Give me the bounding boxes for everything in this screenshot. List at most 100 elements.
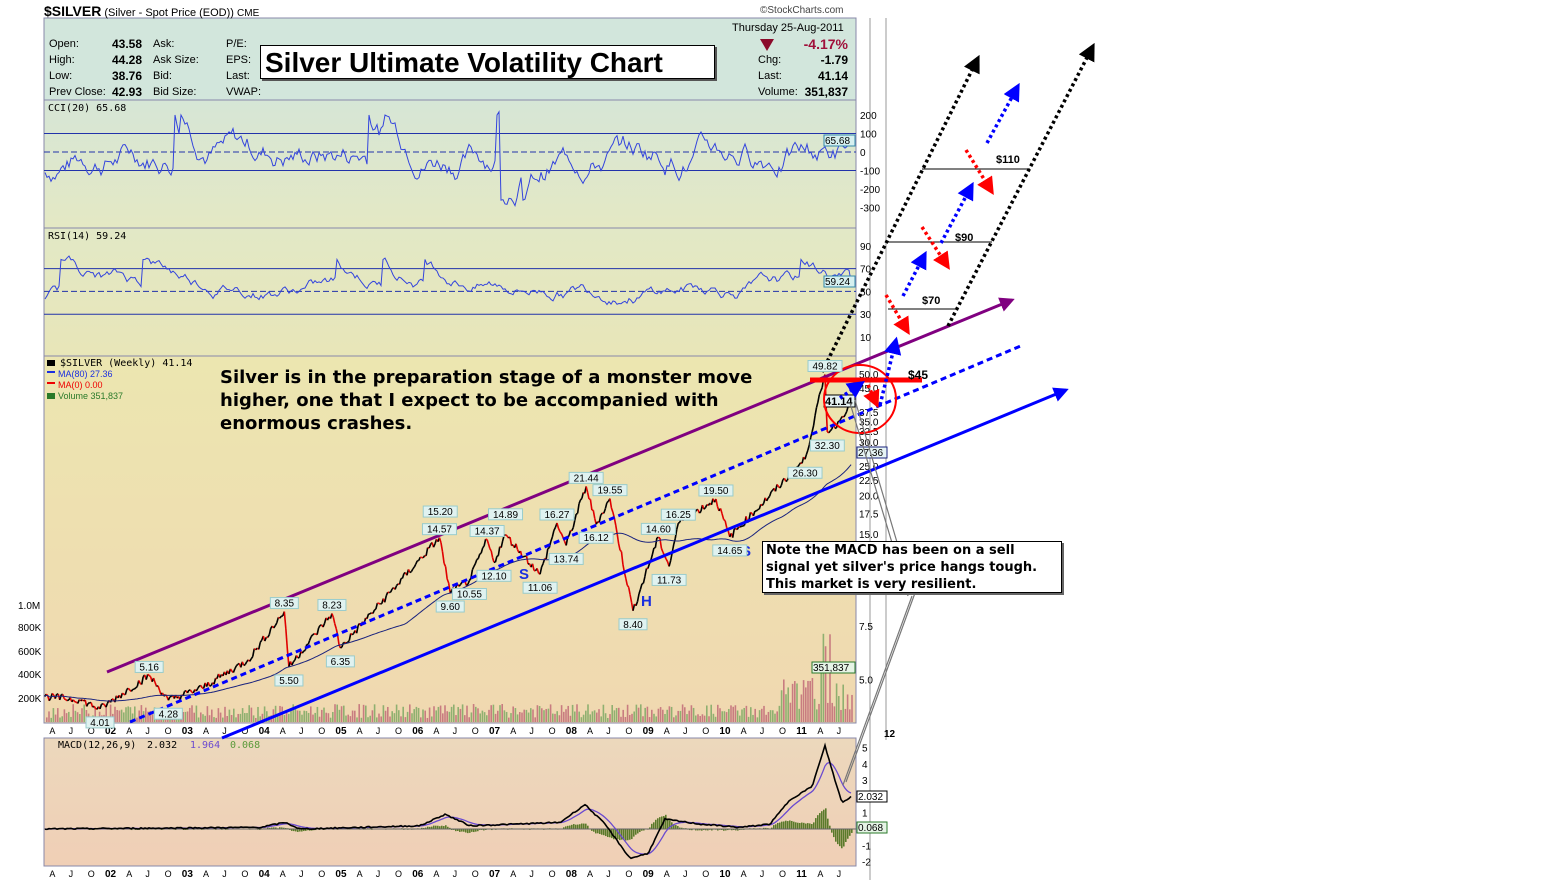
price-bar bbox=[573, 513, 577, 521]
volume-bar bbox=[134, 706, 136, 722]
price-bar bbox=[51, 692, 55, 696]
price-bar bbox=[465, 583, 469, 587]
price-bar bbox=[749, 511, 753, 515]
volume-bar bbox=[662, 709, 664, 722]
price-bar bbox=[458, 583, 462, 587]
price-bar bbox=[447, 583, 452, 594]
volume-bar bbox=[578, 711, 580, 722]
macd-histogram-bar bbox=[291, 829, 293, 831]
x-month-label: O bbox=[702, 869, 709, 879]
price-bar bbox=[798, 462, 802, 466]
rsi-y-tick: 30 bbox=[860, 310, 872, 321]
price-bar bbox=[635, 601, 639, 606]
volume-bar bbox=[785, 694, 787, 722]
macd-y-tick: 1 bbox=[862, 809, 868, 820]
prev-close-value: 42.93 bbox=[111, 85, 142, 99]
price-bar bbox=[479, 552, 482, 555]
volume-bar bbox=[127, 706, 129, 722]
volume-y-tick: 800K bbox=[18, 623, 42, 634]
volume-bar bbox=[316, 706, 319, 722]
pivot-label-box bbox=[640, 522, 676, 535]
volume-bar bbox=[585, 710, 587, 722]
ask-size-label: Ask Size: bbox=[153, 54, 199, 66]
volume-bar bbox=[481, 710, 484, 722]
x-month-label: A bbox=[126, 869, 132, 879]
price-bar bbox=[647, 563, 651, 569]
price-bar bbox=[500, 540, 504, 548]
volume-y-tick: 400K bbox=[18, 670, 42, 681]
volume-bar bbox=[774, 713, 776, 722]
volume-bar bbox=[182, 712, 184, 722]
quote-header: Open: 43.58 High: 44.28 Low: 38.76 Prev … bbox=[44, 18, 856, 100]
price-bar bbox=[560, 533, 564, 538]
volume-bar bbox=[574, 711, 576, 722]
macd-histogram-bar bbox=[823, 809, 825, 830]
price-bar bbox=[826, 431, 830, 434]
price-bar bbox=[658, 536, 661, 539]
macd-histogram-bar bbox=[843, 829, 845, 847]
price-bar bbox=[99, 704, 103, 710]
price-bar bbox=[133, 687, 137, 690]
volume-bar bbox=[329, 717, 332, 722]
volume-bar bbox=[543, 710, 545, 722]
change-percent: -4.17% bbox=[803, 36, 848, 52]
volume-bar bbox=[772, 710, 774, 722]
macd-histogram-bar bbox=[445, 825, 447, 830]
price-bar bbox=[78, 699, 82, 702]
volume-bar bbox=[725, 712, 728, 722]
price-bar bbox=[467, 580, 471, 585]
x-month-label: J bbox=[376, 869, 381, 879]
price-bar bbox=[739, 525, 742, 528]
volume-bar bbox=[437, 706, 440, 722]
price-legend-swatch bbox=[47, 393, 55, 399]
price-bar bbox=[606, 500, 609, 504]
price-bar bbox=[355, 625, 359, 634]
volume-bar bbox=[609, 714, 611, 722]
blue-up-arrow bbox=[839, 381, 865, 400]
volume-bar bbox=[444, 705, 446, 722]
volume-bar bbox=[233, 708, 235, 722]
macd-histogram-bar bbox=[597, 829, 599, 834]
price-bar bbox=[332, 617, 336, 624]
price-bar bbox=[660, 548, 664, 553]
x-year-label: 08 bbox=[566, 869, 578, 880]
macd-histogram-bar bbox=[651, 823, 653, 830]
volume-bar bbox=[596, 712, 598, 722]
x-month-label: A bbox=[203, 869, 209, 879]
pivot-label: 4.28 bbox=[159, 709, 179, 720]
volume-bar bbox=[116, 710, 118, 722]
volume-bar bbox=[453, 704, 455, 722]
volume-bar bbox=[373, 704, 376, 722]
price-bar bbox=[105, 702, 109, 708]
volume-bar bbox=[840, 709, 842, 722]
price-bar bbox=[736, 526, 740, 530]
price-bar bbox=[259, 639, 263, 643]
rsi-y-tick: 90 bbox=[860, 242, 872, 253]
volume-bar bbox=[109, 704, 112, 722]
price-bar bbox=[540, 563, 544, 568]
x-year-label: 02 bbox=[105, 726, 117, 737]
x-year-label: 07 bbox=[489, 726, 501, 737]
volume-bar bbox=[475, 706, 477, 722]
macd-histogram-bar bbox=[465, 829, 467, 833]
price-bar bbox=[432, 543, 436, 548]
cci-y-tick: -100 bbox=[860, 167, 880, 178]
x-month-label: J bbox=[760, 726, 765, 736]
macd-y-tick: 4 bbox=[862, 760, 868, 771]
price-bar bbox=[316, 627, 320, 635]
target-label-70: $70 bbox=[922, 295, 940, 307]
price-bar bbox=[140, 676, 144, 685]
volume-bar bbox=[457, 707, 459, 722]
rsi-legend: RSI(14) 59.24 bbox=[48, 231, 126, 242]
volume-bar bbox=[230, 714, 233, 722]
volume-bar bbox=[545, 708, 547, 722]
x-month-label: J bbox=[145, 869, 150, 879]
volume-bar bbox=[565, 709, 567, 722]
volume-bar bbox=[50, 717, 52, 722]
x-month-label: J bbox=[529, 869, 534, 879]
volume-bar bbox=[325, 712, 327, 722]
macd-histogram-bar bbox=[455, 829, 457, 832]
pivot-label: 13.74 bbox=[554, 554, 579, 565]
macd-histogram-bar bbox=[467, 829, 469, 834]
volume-bar bbox=[307, 712, 310, 722]
